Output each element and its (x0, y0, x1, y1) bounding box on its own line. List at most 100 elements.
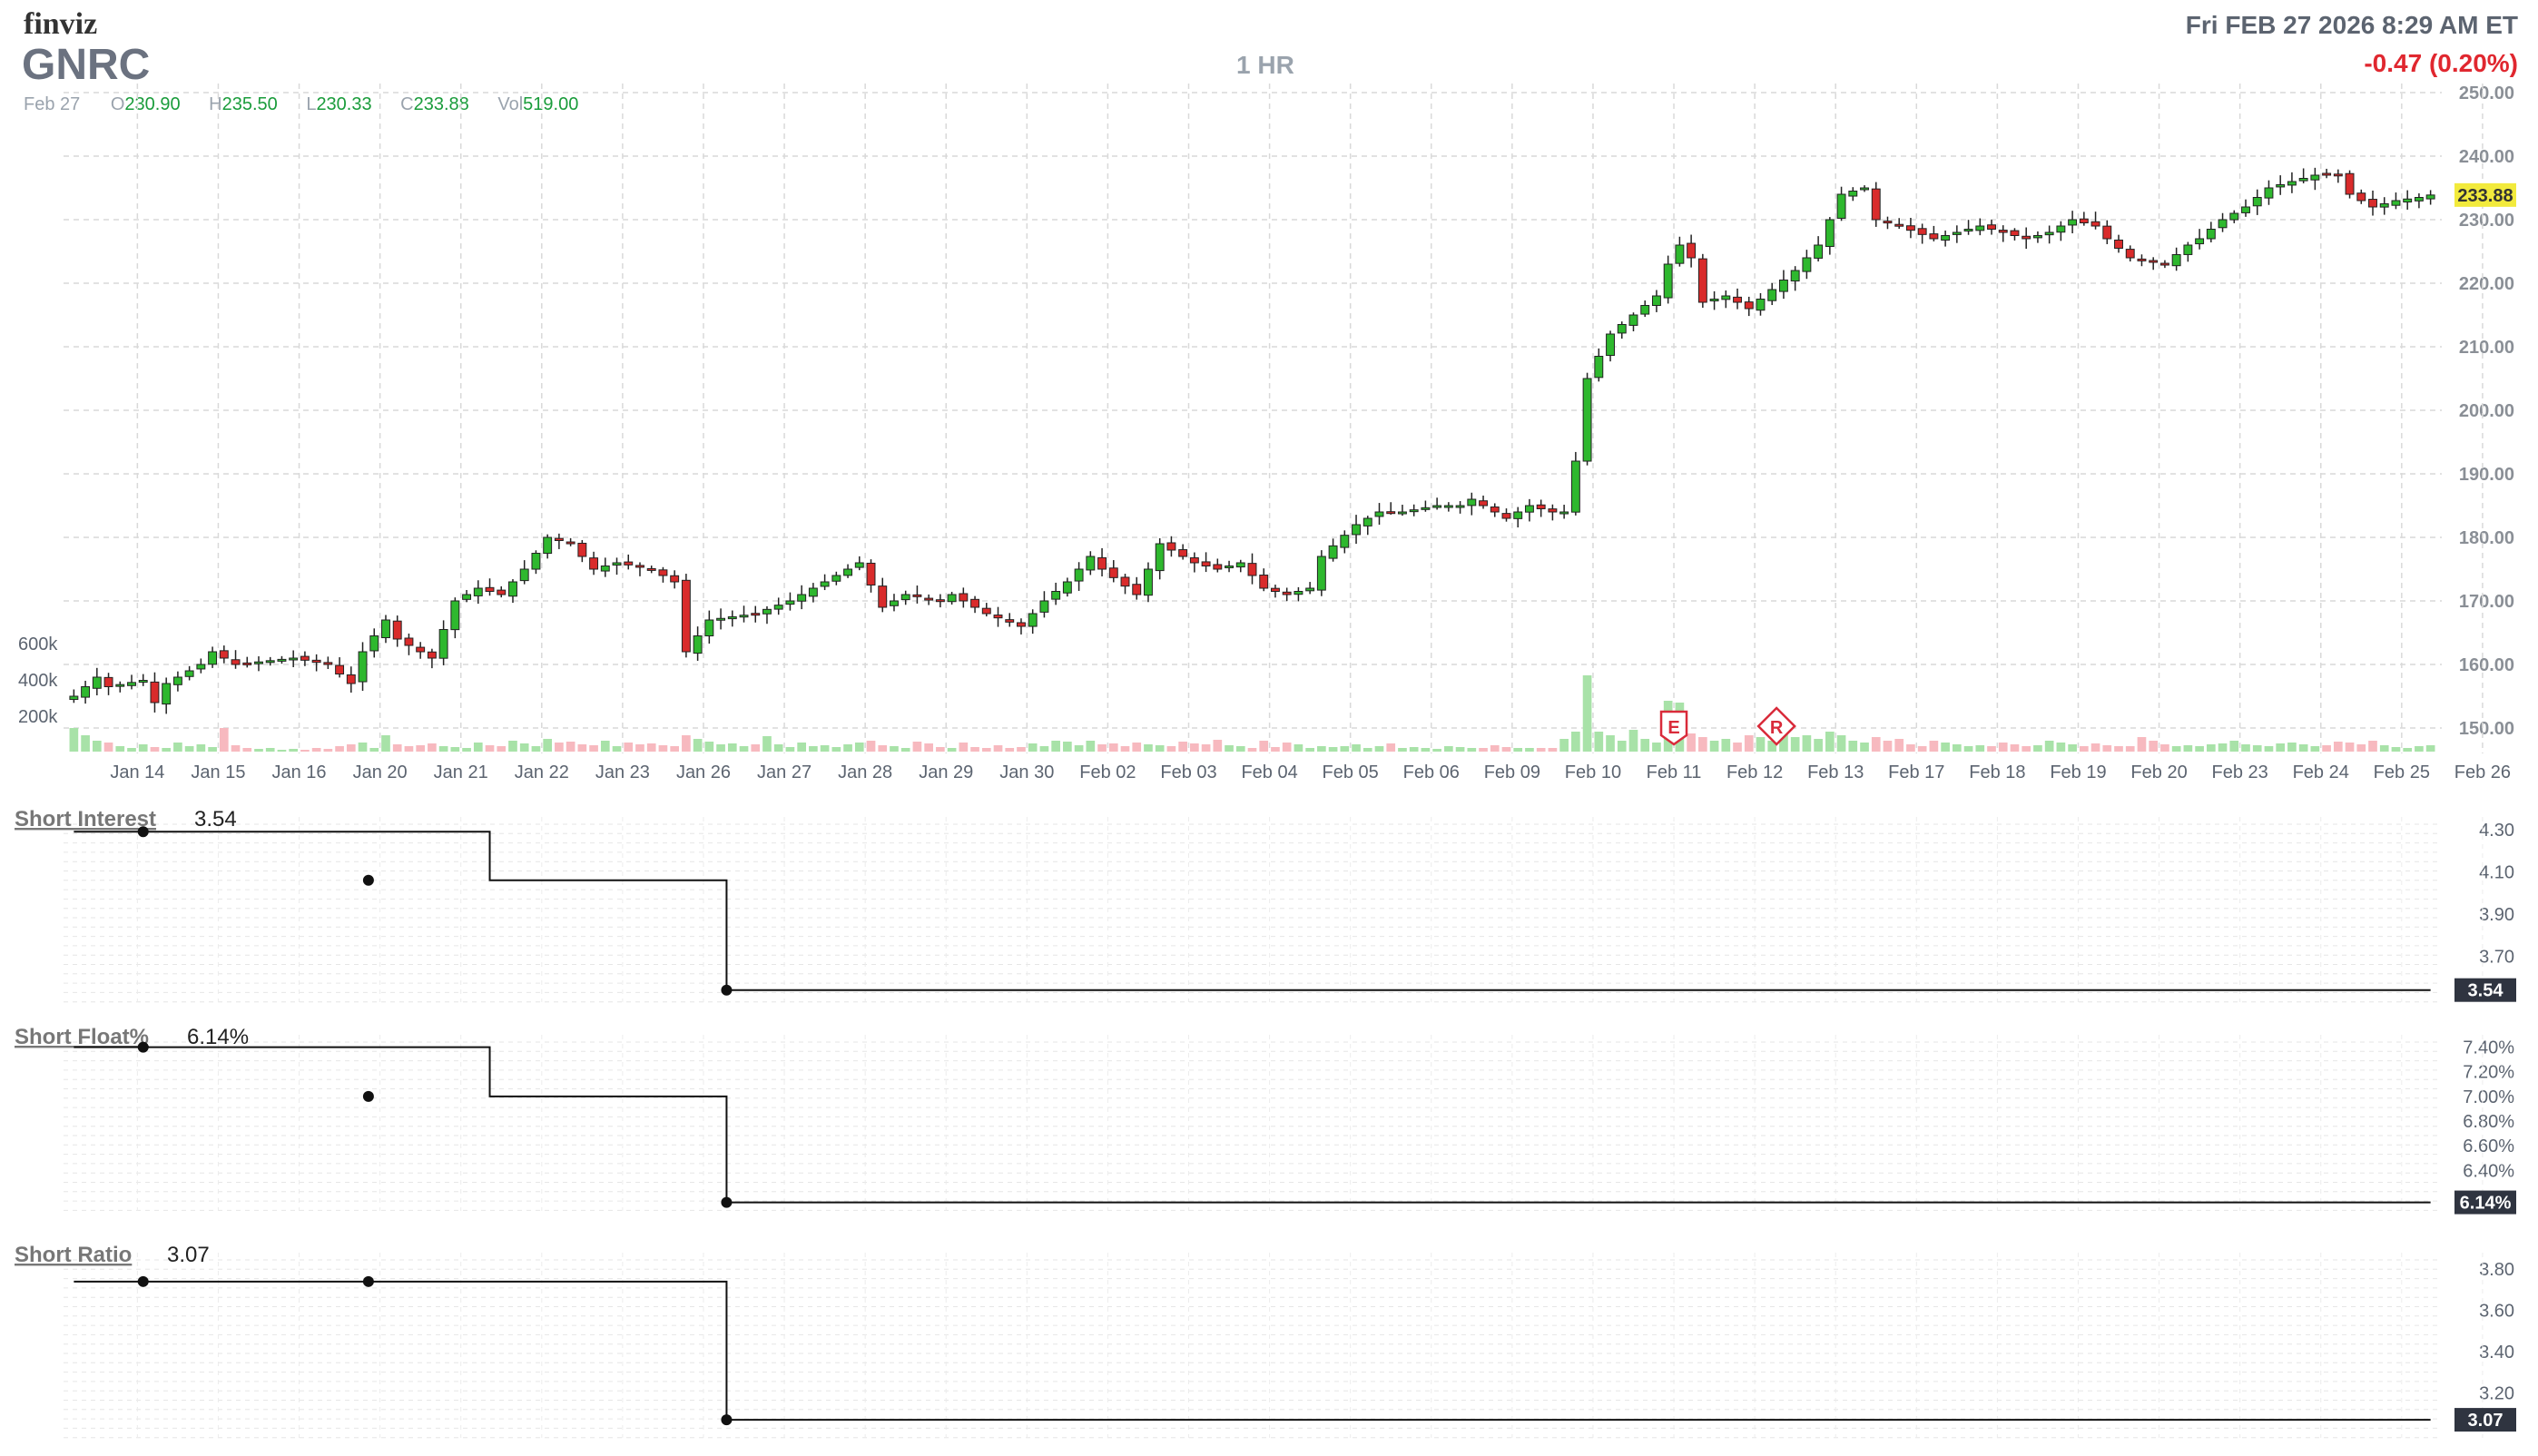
candle-body (600, 566, 610, 572)
indicator-tick-label: 4.10 (2479, 862, 2514, 882)
volume-bar (2379, 745, 2389, 752)
candle-body (1086, 556, 1096, 571)
volume-bar (2056, 743, 2066, 752)
volume-bar (508, 741, 517, 752)
candle-body (1189, 557, 1199, 564)
candle-body (2252, 197, 2262, 207)
volume-bar (1779, 730, 1788, 752)
x-tick-label: Feb 17 (1888, 762, 1944, 782)
x-tick-label: Feb 04 (1241, 762, 1297, 782)
candle-body (427, 651, 437, 659)
candle-body (739, 615, 749, 618)
candle-body (1606, 333, 1615, 357)
volume-bar (428, 743, 437, 752)
volume-bar (658, 745, 668, 752)
volume-bar (566, 742, 575, 752)
candle-body (924, 597, 934, 601)
volume-bar (1398, 748, 1407, 752)
x-tick-label: Jan 29 (919, 762, 973, 782)
volume-bar (1721, 739, 1731, 752)
candle-body (1963, 229, 1973, 231)
candle-body (1952, 231, 1962, 235)
candle-body (808, 587, 818, 597)
x-tick-label: Feb 06 (1403, 762, 1460, 782)
volume-bar (2322, 745, 2331, 752)
price-tick-label: 250.00 (2459, 84, 2514, 103)
volume-bar (2310, 746, 2320, 752)
candle-body (681, 579, 691, 653)
volume-bar (1606, 735, 1615, 752)
volume-bar (612, 746, 622, 752)
ohlc-date: Feb 27 (24, 94, 81, 114)
candle-body (369, 635, 379, 652)
indicator-dot (137, 1041, 149, 1053)
indicator-step-line (74, 1280, 2431, 1422)
indicator-tick-label: 6.60% (2463, 1136, 2514, 1156)
volume-bar (993, 745, 1003, 752)
volume-bar (519, 743, 529, 752)
candle-body (323, 662, 333, 665)
candle-body (912, 594, 922, 597)
timeframe-label[interactable]: 1 HR (1236, 51, 1294, 79)
x-tick-label: Jan 20 (353, 762, 408, 782)
volume-bar (208, 747, 217, 752)
indicator-value: 3.54 (194, 807, 237, 831)
volume-bar (404, 746, 414, 752)
indicator-tick-label: 7.00% (2463, 1087, 2514, 1107)
candle-body (1155, 543, 1165, 572)
volume-bar (1317, 746, 1326, 752)
volume-bar (716, 744, 725, 752)
volume-bar (2195, 746, 2204, 752)
x-tick-label: Feb 05 (1323, 762, 1379, 782)
indicator-last-label: 6.14% (2460, 1194, 2512, 1214)
indicator-tick-label: 3.90 (2479, 905, 2514, 925)
candle-body (704, 619, 714, 637)
volume-bar (2356, 744, 2366, 752)
candle-body (670, 575, 680, 583)
candle-body (1848, 191, 1858, 197)
volume-bar (300, 750, 310, 752)
indicator-title: Short Float% (15, 1025, 149, 1049)
indicator-panel: 3.80 3.60 3.40 3.20 Short Ratio 3.07 3.07 (15, 1243, 2516, 1439)
x-tick-label: Jan 30 (999, 762, 1054, 782)
volume-bar (1894, 739, 1904, 752)
candle-body (2171, 254, 2181, 267)
volume-bar (450, 747, 460, 752)
indicator-panel: 7.40% 7.20% 7.00% 6.80% 6.60% 6.40% Short Floa… (15, 1025, 2516, 1215)
candle-body (196, 664, 206, 670)
candle-body (1998, 230, 2008, 233)
x-tick-label: Jan 15 (191, 762, 245, 782)
candle-body (2149, 260, 2159, 263)
volume-bar (693, 739, 703, 752)
volume-bar (1282, 743, 1292, 752)
candle-body (1282, 591, 1292, 595)
candle-body (866, 562, 876, 585)
candle-body (2229, 212, 2239, 221)
candle-body (242, 662, 252, 665)
volume-bar (531, 746, 541, 752)
volume-bar (1017, 747, 1026, 752)
ticker-symbol: GNRC (22, 41, 151, 89)
volume-bar (2276, 743, 2286, 752)
candle-body (773, 605, 783, 610)
candle-body (1409, 509, 1419, 513)
x-tick-label: Jan 21 (434, 762, 488, 782)
price-tick-label: 170.00 (2459, 592, 2514, 612)
candle-body (392, 620, 402, 640)
volume-bar (2079, 746, 2089, 752)
volume-bar (1271, 747, 1280, 752)
volume-bar (323, 749, 333, 752)
candle-body (1917, 228, 1927, 235)
logo[interactable]: finviz (24, 7, 98, 41)
candle-body (2206, 229, 2216, 240)
volume-bar (785, 747, 795, 752)
candle-body (1352, 524, 1361, 536)
ohlc-volume: 519.00 (523, 94, 579, 114)
candle-body (2044, 231, 2054, 236)
x-tick-label: Feb 09 (1484, 762, 1540, 782)
candle-body (1259, 575, 1269, 589)
x-tick-label: Feb 26 (2454, 762, 2511, 782)
candle-body (624, 561, 634, 566)
candle-body (2125, 249, 2135, 259)
